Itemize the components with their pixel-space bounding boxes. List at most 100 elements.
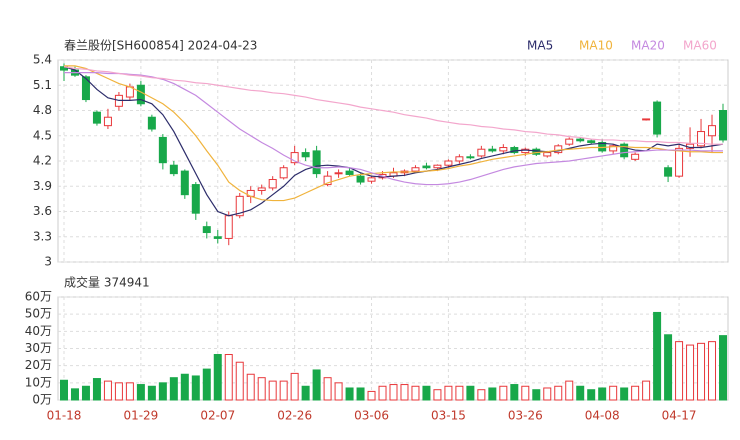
volume-bar: [224, 354, 233, 401]
y-tick-label: 3: [44, 255, 52, 269]
candle-body: [675, 147, 684, 177]
volume-bar: [389, 384, 398, 401]
x-tick-label: 03-15: [431, 409, 466, 423]
price-frame: [57, 59, 729, 263]
candle-body: [103, 116, 112, 127]
volume-bar: [345, 387, 354, 401]
volume-bar: [510, 384, 519, 401]
volume-bar: [81, 385, 90, 401]
x-tick-label: 04-08: [585, 409, 620, 423]
candle-body: [719, 110, 727, 141]
volume-bar: [576, 385, 585, 401]
x-tick-label: 01-18: [47, 409, 82, 423]
volume-bar: [653, 311, 662, 401]
volume-bar: [499, 385, 508, 401]
x-tick-label: 01-29: [123, 409, 158, 423]
candle-body: [279, 167, 288, 179]
volume-bar: [444, 385, 453, 401]
candle-body: [444, 160, 453, 166]
x-tick-label: 03-26: [508, 409, 543, 423]
ma-line: [64, 65, 723, 202]
volume-bar: [466, 385, 475, 401]
candle-body: [213, 236, 222, 239]
candle-body: [488, 148, 497, 152]
volume-bar: [598, 387, 607, 401]
volume-bar: [521, 385, 530, 401]
candle-body: [312, 150, 321, 175]
volume-bar: [411, 385, 420, 401]
volume-bar: [290, 372, 299, 401]
volume-bar: [312, 369, 321, 401]
y-tick-label: 40万: [25, 324, 52, 338]
volume-title: 成交量 374941: [64, 275, 150, 290]
candle-body: [433, 164, 442, 169]
volume-bar: [136, 384, 145, 401]
volume-bar: [334, 382, 343, 401]
legend-label: MA20: [631, 39, 665, 53]
candle-body: [257, 187, 266, 191]
candle-body: [708, 125, 717, 137]
y-tick-label: 60万: [25, 290, 52, 304]
ma-line: [63, 66, 724, 217]
candle-body: [587, 140, 596, 143]
volume-bar: [686, 344, 695, 401]
y-tick-label: 4.2: [33, 154, 52, 168]
candle-body: [411, 167, 420, 172]
volume-bar: [180, 373, 189, 401]
candle-body: [268, 179, 277, 189]
volume-bar: [356, 387, 365, 401]
volume-bar: [60, 379, 68, 401]
ma-line: [63, 66, 723, 145]
volume-bar: [246, 373, 255, 401]
candle-body: [235, 195, 244, 217]
volume-bar: [565, 380, 574, 401]
volume-bar: [125, 382, 134, 401]
candle-body: [565, 138, 574, 145]
candle-body: [631, 153, 640, 160]
y-tick-label: 3.3: [33, 229, 52, 243]
candle-body: [620, 143, 629, 158]
volume-bar: [378, 385, 387, 401]
x-tick-label: 03-06: [354, 409, 389, 423]
y-tick-label: 5.1: [33, 78, 52, 92]
y-tick-label: 5.4: [33, 53, 52, 67]
candle-body: [642, 118, 651, 121]
candle-body: [81, 76, 90, 101]
ma-line: [64, 72, 723, 186]
volume-bar: [169, 377, 178, 401]
volume-bar: [92, 378, 101, 401]
x-tick-label: 02-26: [277, 409, 312, 423]
candle-body: [576, 138, 585, 142]
y-tick-label: 50万: [25, 307, 52, 321]
candle-body: [653, 101, 662, 135]
volume-bar: [103, 380, 112, 401]
volume-bar: [301, 385, 310, 401]
candle-body: [499, 147, 508, 152]
y-tick-label: 30万: [25, 341, 52, 355]
volume-bar: [697, 342, 706, 401]
candle-body: [664, 167, 673, 177]
volume-bar: [400, 384, 409, 401]
y-tick-label: 3.6: [33, 204, 52, 218]
y-tick-label: 0万: [32, 393, 52, 407]
volume-bar: [675, 341, 684, 401]
volume-bar: [642, 380, 651, 401]
candle-body: [290, 152, 299, 164]
legend-label: MA5: [527, 39, 553, 53]
candle-body: [158, 136, 167, 164]
candle-body: [543, 152, 552, 157]
candle-body: [422, 165, 431, 169]
candle-body: [147, 116, 156, 130]
candle-body: [191, 184, 200, 214]
volume-bar: [213, 354, 222, 401]
legend-label: MA60: [683, 39, 717, 53]
volume-bar: [422, 385, 431, 401]
candle-body: [202, 226, 211, 234]
y-tick-label: 4.5: [33, 128, 52, 142]
candle-body: [180, 170, 189, 196]
volume-bar: [719, 335, 727, 401]
candle-body: [367, 177, 376, 182]
volume-bar: [202, 368, 211, 401]
volume-bar: [367, 390, 376, 401]
candle-body: [301, 152, 310, 158]
